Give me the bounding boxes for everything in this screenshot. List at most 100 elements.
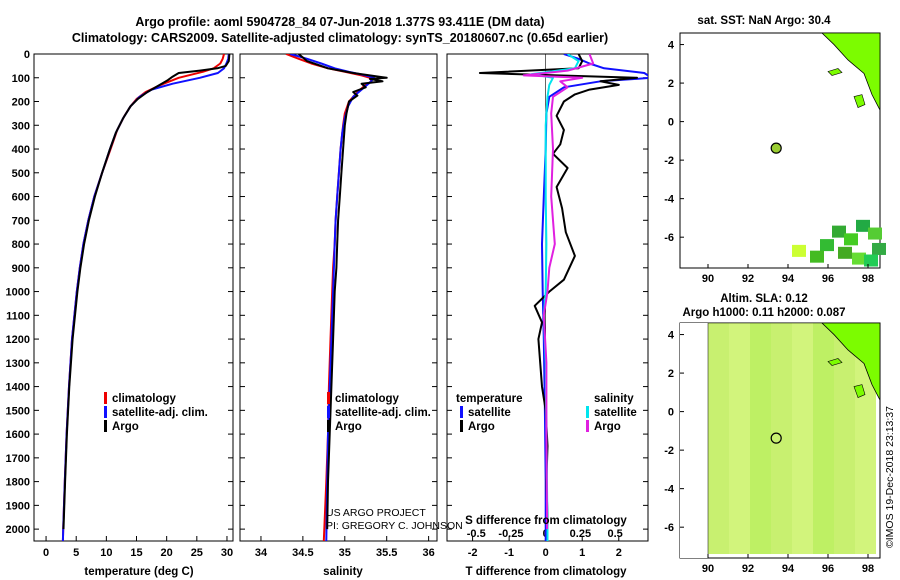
sla-cell — [708, 344, 729, 365]
y-tick-label: 1900 — [6, 500, 30, 512]
y-tick-label: 300 — [12, 120, 30, 132]
legend-s-argo: Argo — [594, 421, 621, 433]
panel-difference: -2 -1 0 1 2-0.5 -0.25 0 0.25 0.5 — [446, 53, 649, 559]
x-tick-label: 25 — [191, 547, 203, 559]
sla-cell — [771, 344, 792, 365]
series-group — [285, 54, 388, 541]
sla-cell — [792, 449, 813, 470]
y-tick-label: 2000 — [6, 524, 30, 536]
x-tick-label: -2 — [468, 547, 478, 559]
map-x-tick-label: 92 — [742, 563, 754, 575]
y-tick-label: 900 — [12, 263, 30, 275]
sla-cell — [729, 533, 750, 554]
legend-swatch-argo — [104, 420, 107, 432]
sla-cell — [834, 428, 855, 449]
sla-cell — [855, 533, 876, 554]
panel-temperature: 0100200300400500600700800900100011001200… — [6, 49, 234, 559]
island-simeulue — [827, 68, 843, 76]
y-tick-label: 1600 — [6, 429, 30, 441]
map-x-tick-label: 96 — [822, 563, 834, 575]
sla-cell — [855, 428, 876, 449]
legend-climatology: climatology — [112, 393, 177, 405]
series-line-argo — [62, 54, 231, 530]
argo-float-marker — [770, 432, 782, 444]
sla-cell — [708, 470, 729, 491]
y-tick-label: 800 — [12, 239, 30, 251]
map-x-tick-label: 98 — [862, 273, 874, 285]
x-tick-label: 0 — [543, 547, 549, 559]
temperature-legend: climatology satellite-adj. clim. Argo — [104, 392, 208, 433]
legend-t-satellite: satellite — [468, 407, 511, 419]
sla-cell — [813, 365, 834, 386]
sla-cell — [813, 407, 834, 428]
y-tick-label: 100 — [12, 73, 30, 85]
sla-cell — [771, 512, 792, 533]
sla-region-outline — [707, 322, 881, 559]
sla-cell — [729, 449, 750, 470]
panel-salinity: 34 34.5 35 35.5 36 — [239, 53, 438, 559]
sla-cell — [834, 512, 855, 533]
sla-cell — [792, 323, 813, 344]
sla-cell — [771, 491, 792, 512]
salinity-axis-label: salinity — [323, 566, 363, 578]
map-y-tick-label: -2 — [664, 445, 674, 457]
sst-cell — [810, 250, 824, 263]
sla-cell — [708, 512, 729, 533]
sla-blank-strip — [680, 323, 708, 558]
sla-cell — [729, 428, 750, 449]
difference-legend: temperature satellite Argo salinity sate… — [456, 393, 637, 433]
sla-cell — [729, 512, 750, 533]
title-line-2: Climatology: CARS2009. Satellite-adjuste… — [72, 31, 608, 45]
sla-cell — [771, 533, 792, 554]
sst-map-title: sat. SST: NaN Argo: 30.4 — [697, 15, 831, 27]
map-x-tick-label: 94 — [782, 273, 795, 285]
land-sumatra — [821, 32, 881, 111]
sla-cell — [813, 491, 834, 512]
map-y-tick-label: -6 — [664, 232, 674, 244]
s-diff-axis-label: S difference from climatology — [465, 515, 627, 527]
sla-cell — [750, 512, 771, 533]
map-y-tick-label: -4 — [664, 194, 675, 206]
series-line-t-argo — [478, 54, 638, 541]
series-line-s-argo — [522, 54, 595, 530]
sla-cell — [750, 491, 771, 512]
legend-satellite: satellite-adj. clim. — [335, 407, 431, 419]
pi-credit: PI: GREGORY C. JOHNSON — [326, 520, 463, 532]
sla-cell — [792, 386, 813, 407]
sst-map: 90 92 94 96 98 4 2 0 -2 -4 -6 — [664, 32, 886, 285]
sla-cell — [750, 344, 771, 365]
island-nias — [853, 94, 866, 108]
sla-cell — [750, 407, 771, 428]
legend-swatch-climatology — [104, 392, 107, 404]
sla-cell — [750, 386, 771, 407]
sla-cell — [708, 449, 729, 470]
sla-cell — [855, 449, 876, 470]
sla-cell — [813, 512, 834, 533]
y-tick-label: 1500 — [6, 405, 30, 417]
title-line-1: Argo profile: aoml 5904728_84 07-Jun-201… — [135, 15, 544, 29]
legend-argo: Argo — [112, 421, 139, 433]
top-axis-tick-label: 0.5 — [607, 528, 622, 540]
sla-cell — [792, 512, 813, 533]
sla-cell — [729, 491, 750, 512]
sst-cell — [856, 219, 870, 232]
sla-cell — [855, 512, 876, 533]
sst-cell — [832, 225, 846, 238]
map-y-tick-label: -6 — [664, 522, 674, 534]
x-tick-label: 34.5 — [292, 547, 313, 559]
sst-cell — [864, 254, 878, 267]
sla-cell — [834, 491, 855, 512]
y-tick-label: 600 — [12, 192, 30, 204]
map-x-tick-label: 98 — [862, 563, 874, 575]
legend-swatch-climatology — [327, 392, 330, 404]
sla-cell — [729, 344, 750, 365]
argo-float-marker — [770, 142, 782, 154]
sla-cell — [834, 533, 855, 554]
project-credit: US ARGO PROJECT — [326, 507, 426, 519]
sla-cell — [771, 407, 792, 428]
x-tick-label: 15 — [130, 547, 142, 559]
sla-cell — [834, 365, 855, 386]
sla-cell — [813, 428, 834, 449]
sla-cell — [771, 386, 792, 407]
